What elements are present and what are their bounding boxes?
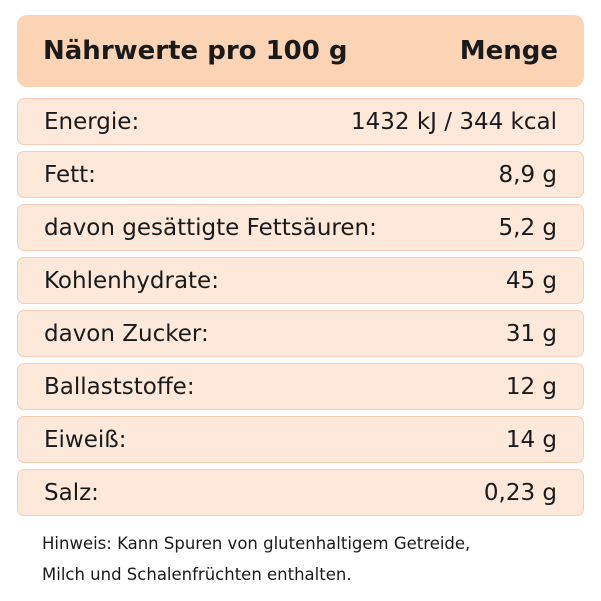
table-row: davon gesättigte Fettsäuren: 5,2 g [17,204,584,251]
table-row: Energie: 1432 kJ / 344 kcal [17,98,584,145]
nutrient-value: 12 g [505,373,557,400]
nutrient-value: 31 g [505,320,557,347]
nutrient-value: 14 g [505,426,557,453]
nutrient-label: Ballaststoffe: [44,373,195,400]
note-line: Milch und Schalenfrüchten enthalten. [42,565,352,584]
nutrient-label: davon gesättigte Fettsäuren: [44,214,377,241]
nutrient-value: 8,9 g [498,161,558,188]
nutrient-label: Kohlenhydrate: [44,267,219,294]
header-quantity: Menge [459,36,558,66]
nutrient-label: Eiweiß: [44,426,127,453]
table-row: Kohlenhydrate: 45 g [17,257,584,304]
nutrient-value: 5,2 g [498,214,558,241]
table-row: davon Zucker: 31 g [17,310,584,357]
nutrient-label: davon Zucker: [44,320,209,347]
nutrient-label: Fett: [44,161,96,188]
nutrient-value: 45 g [505,267,557,294]
header-title: Nährwerte pro 100 g [43,36,348,66]
nutrient-value: 1432 kJ / 344 kcal [351,108,557,135]
note-line: Hinweis: Kann Spuren von glutenhaltigem … [42,534,471,553]
table-header: Nährwerte pro 100 g Menge [17,15,584,87]
note: Hinweis: Kann Spuren von glutenhaltigem … [42,528,470,590]
nutrient-label: Salz: [44,479,99,506]
table-row: Eiweiß: 14 g [17,416,584,463]
table-row: Salz: 0,23 g [17,469,584,516]
nutrient-label: Energie: [44,108,140,135]
table-row: Ballaststoffe: 12 g [17,363,584,410]
nutrient-value: 0,23 g [483,479,557,506]
table-row: Fett: 8,9 g [17,151,584,198]
